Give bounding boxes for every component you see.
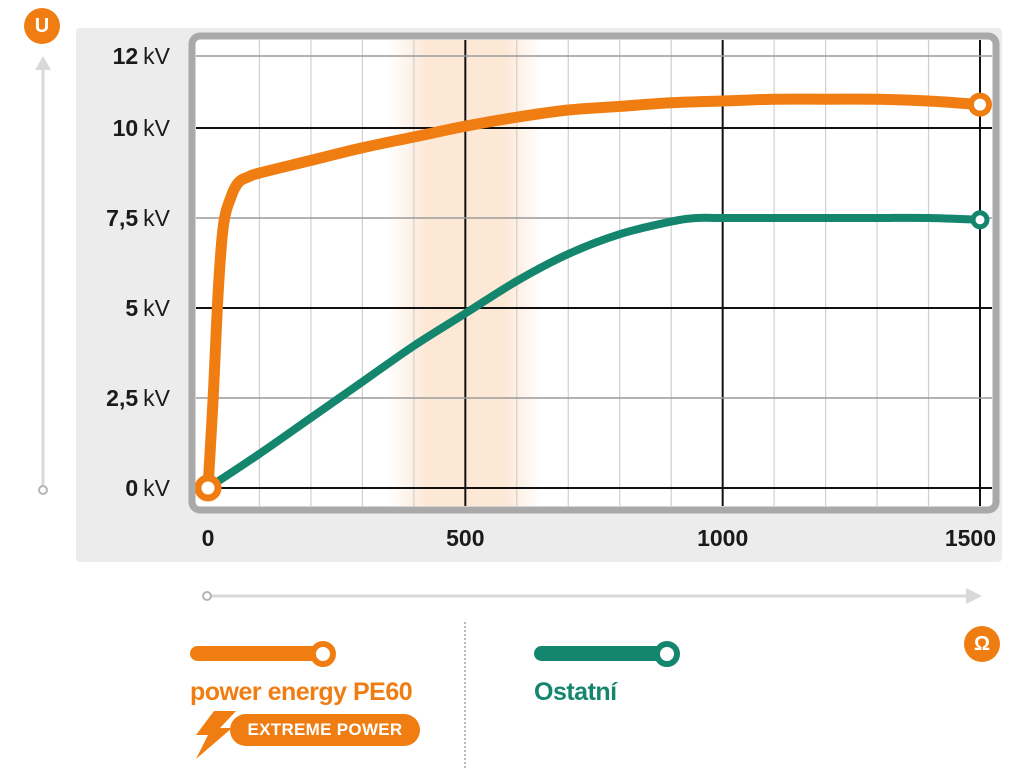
y-tick-label: 2,5 kV: [106, 385, 170, 411]
x-tick-label: 1000: [697, 525, 748, 551]
legend-label-primary: power energy PE60: [190, 678, 413, 706]
x-axis-badge: Ω: [964, 626, 1000, 662]
legend-tagline-primary: EXTREME POWER: [230, 714, 420, 746]
y-tick-label: 5 kV: [125, 295, 170, 321]
x-tick-label: 500: [446, 525, 484, 551]
y-tick-label: 12 kV: [113, 43, 171, 69]
lightning-bolt-icon: [196, 711, 236, 759]
plot-frame: [188, 32, 1000, 514]
series-end-point-ostatni: [970, 210, 990, 230]
legend-divider: [464, 622, 466, 768]
legend-knob-primary: [310, 641, 336, 667]
legend-knob-secondary: [654, 641, 680, 667]
legend-label-secondary: Ostatní: [534, 678, 617, 706]
y-axis-arrowhead: [35, 56, 51, 70]
x-tick-label: 1500: [945, 525, 996, 551]
y-tick-label: 7,5 kV: [106, 205, 170, 231]
y-axis-origin-dot: [38, 485, 48, 495]
legend-line-secondary: [534, 646, 664, 661]
series-end-point-pe60: [968, 92, 992, 117]
y-tick-label: 0 kV: [125, 475, 170, 501]
series-line-pe60: [202, 93, 986, 494]
y-axis-badge: U: [24, 8, 60, 44]
y-tick-label: 10 kV: [113, 115, 171, 141]
series-line-ostatni: [204, 213, 984, 492]
x-tick-label: 0: [202, 525, 215, 551]
legend-line-primary: [190, 646, 320, 661]
series-start-point: [194, 474, 222, 502]
x-axis-arrowhead: [966, 588, 982, 604]
plot-background: [192, 36, 996, 510]
x-axis-origin-dot: [202, 591, 212, 601]
